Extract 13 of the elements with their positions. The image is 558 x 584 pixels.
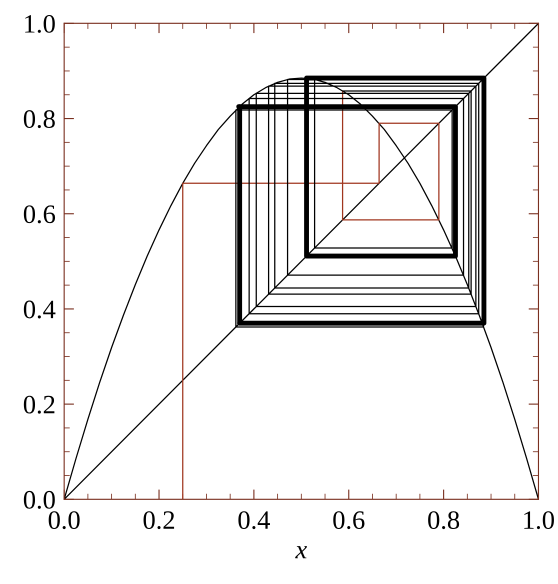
x-tick-label: 0.2 bbox=[144, 511, 174, 530]
y-tick-label: 0.4 bbox=[24, 300, 56, 318]
x-tick-label: 0.0 bbox=[48, 511, 80, 530]
x-axis-title: x bbox=[295, 546, 307, 558]
y-tick-label: 0.6 bbox=[24, 205, 56, 224]
y-tick-label: 1.0 bbox=[25, 14, 55, 33]
x-tick-label: 0.6 bbox=[333, 511, 364, 530]
x-tick-label: 0.4 bbox=[238, 511, 270, 530]
y-tick-label: 0.0 bbox=[24, 490, 55, 509]
y-tick-label: 0.8 bbox=[24, 110, 55, 128]
x-tick-label: 1.0 bbox=[524, 511, 554, 530]
x-tick-label: 0.8 bbox=[428, 511, 460, 530]
y-tick-label: 0.2 bbox=[24, 396, 54, 414]
